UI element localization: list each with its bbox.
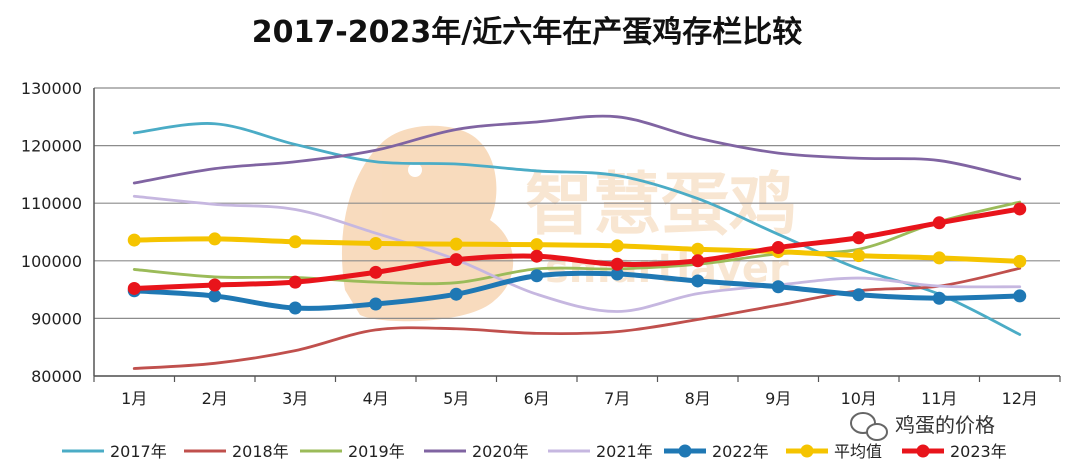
x-tick-label: 8月 (685, 389, 711, 408)
x-tick-label: 5月 (443, 389, 469, 408)
series-line (132, 194, 1022, 313)
x-tick-label: 3月 (282, 389, 308, 408)
series-point (208, 278, 222, 292)
series-line (132, 122, 1022, 336)
x-tick-label: 10月 (841, 389, 877, 408)
watermark-chicken-logo (341, 125, 514, 322)
series-3 (132, 114, 1022, 185)
watermark: 智慧蛋鸡 smartlayer (341, 125, 797, 322)
series-point (691, 254, 705, 268)
axes (93, 88, 1061, 382)
x-tick-label: 2月 (202, 389, 228, 408)
series-lines (127, 114, 1027, 370)
legend-item-7: 2023年 (902, 442, 1007, 461)
series-point (127, 281, 141, 295)
series-point (127, 233, 141, 247)
legend: 2017年 2018年 2019年 2020年 2021年 2022年 平均值 2023年 (62, 442, 1007, 461)
series-point (1013, 254, 1027, 268)
legend-item-5: 2022年 (664, 442, 769, 461)
series-point (288, 235, 302, 249)
legend-label: 平均值 (834, 442, 882, 461)
series-point (449, 237, 463, 251)
legend-label: 2019年 (348, 442, 405, 461)
x-tick-label: 11月 (921, 389, 957, 408)
legend-label: 2017年 (110, 442, 167, 461)
x-tick-label: 1月 (121, 389, 147, 408)
series-point (208, 232, 222, 246)
series-point (449, 287, 463, 301)
series-point (369, 265, 383, 279)
series-point (691, 242, 705, 256)
y-tick-label: 130000 (21, 79, 82, 98)
series-line (132, 114, 1022, 185)
legend-item-0: 2017年 (62, 442, 167, 461)
y-tick-labels: 80000 90000 100000 110000 120000 130000 (21, 79, 82, 386)
series-point (852, 288, 866, 302)
series-point (288, 275, 302, 289)
legend-item-1: 2018年 (184, 442, 289, 461)
series-point (369, 237, 383, 251)
series-point (530, 238, 544, 252)
series-point (852, 231, 866, 245)
legend-marker (678, 444, 692, 458)
series-point (771, 280, 785, 294)
y-tick-label: 100000 (21, 252, 82, 271)
series-point (288, 301, 302, 315)
x-tick-label: 9月 (765, 389, 791, 408)
series-point (691, 274, 705, 288)
series-4 (132, 194, 1022, 313)
series-7 (127, 202, 1027, 295)
legend-item-6: 平均值 (786, 442, 882, 461)
series-point (610, 267, 624, 281)
y-tick-label: 110000 (21, 194, 82, 213)
x-tick-label: 4月 (363, 389, 389, 408)
series-point (530, 249, 544, 263)
chart-title: 2017-2023年/近六年在产蛋鸡存栏比较 (252, 15, 802, 50)
series-point (852, 249, 866, 263)
series-line (132, 266, 1022, 370)
x-tick-label: 7月 (604, 389, 630, 408)
series-1 (132, 266, 1022, 370)
legend-marker (800, 444, 814, 458)
series-6 (127, 232, 1027, 268)
series-point (449, 253, 463, 267)
y-tick-label: 120000 (21, 137, 82, 156)
series-point (208, 289, 222, 303)
series-point (610, 239, 624, 253)
legend-label: 2022年 (712, 442, 769, 461)
series-0 (132, 122, 1022, 336)
legend-item-3: 2020年 (424, 442, 529, 461)
legend-item-4: 2021年 (548, 442, 653, 461)
legend-marker (916, 444, 930, 458)
series-point (530, 269, 544, 283)
x-tick-labels: 1月 2月 3月 4月 5月 6月 7月 8月 9月 10月 11月 12月 (121, 389, 1038, 408)
series-point (932, 251, 946, 265)
series-point (932, 216, 946, 230)
y-tick-label: 80000 (31, 367, 82, 386)
legend-label: 2020年 (472, 442, 529, 461)
y-tick-label: 90000 (31, 309, 82, 328)
series-point (932, 291, 946, 305)
legend-label: 2023年 (950, 442, 1007, 461)
wechat-badge: 鸡蛋的价格 (850, 412, 995, 441)
badge-text: 鸡蛋的价格 (895, 413, 995, 437)
x-tick-label: 6月 (524, 389, 550, 408)
legend-label: 2021年 (596, 442, 653, 461)
series-point (610, 257, 624, 271)
x-tick-label: 12月 (1002, 389, 1038, 408)
series-point (771, 241, 785, 255)
legend-label: 2018年 (232, 442, 289, 461)
series-point (1013, 289, 1027, 303)
legend-item-2: 2019年 (300, 442, 405, 461)
series-point (1013, 202, 1027, 216)
watermark-text-cn: 智慧蛋鸡 (525, 166, 797, 245)
series-line (131, 236, 1023, 264)
watermark-logo-eye (408, 163, 422, 177)
series-point (369, 297, 383, 311)
wechat-icon (850, 412, 888, 441)
